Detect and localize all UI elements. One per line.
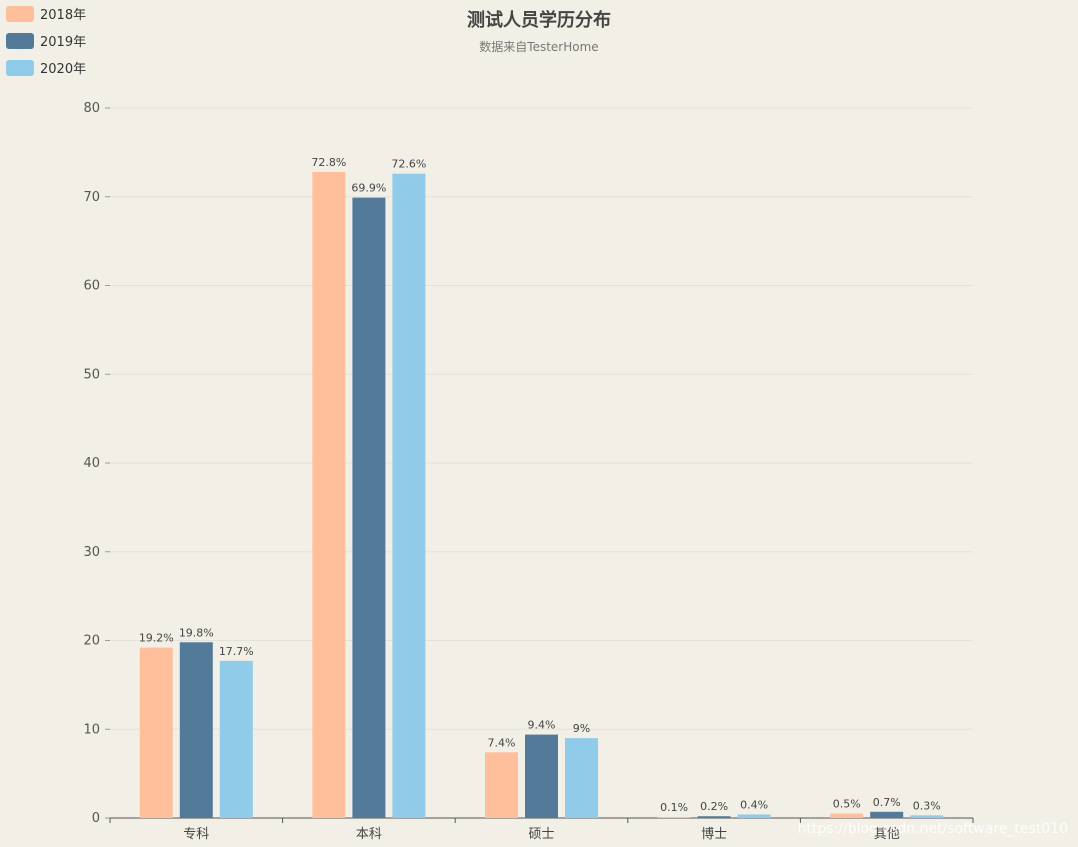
legend-item-2018[interactable]: 2018年 — [6, 4, 86, 23]
y-tick-label: 10 — [83, 722, 100, 737]
chart-subtitle: 数据来自TesterHome — [479, 40, 599, 54]
x-tick-label: 专科 — [183, 827, 209, 842]
bar — [737, 814, 771, 818]
data-label: 0.7% — [873, 796, 901, 809]
data-label: 0.3% — [913, 799, 941, 812]
y-tick-label: 60 — [83, 279, 100, 294]
bar — [312, 171, 346, 818]
data-label: 0.5% — [833, 798, 861, 811]
data-label: 0.2% — [700, 800, 728, 813]
data-label: 7.4% — [488, 736, 516, 749]
bar — [485, 752, 518, 818]
bar — [139, 647, 173, 818]
watermark: https://blog.csdn.net/software_test010 — [797, 821, 1068, 837]
x-tick-label: 本科 — [356, 827, 382, 842]
bar — [392, 173, 426, 819]
legend-item-2020[interactable]: 2020年 — [6, 58, 86, 77]
y-tick-label: 50 — [83, 367, 100, 382]
legend-swatch-2019 — [6, 32, 34, 49]
bar — [657, 817, 691, 818]
bar — [219, 660, 253, 818]
data-label: 0.4% — [740, 798, 768, 811]
bar — [352, 197, 386, 818]
y-tick-label: 0 — [92, 811, 100, 826]
legend-swatch-2018 — [6, 5, 34, 22]
x-tick-label: 博士 — [701, 827, 727, 842]
data-label: 19.2% — [139, 632, 174, 645]
bar — [910, 815, 944, 818]
legend-label-2018: 2018年 — [40, 8, 87, 23]
data-label: 9.4% — [528, 719, 556, 732]
data-label: 9% — [573, 722, 590, 735]
data-label: 72.8% — [311, 156, 346, 169]
bar — [697, 816, 731, 818]
bar — [565, 738, 598, 818]
legend-label-2019: 2019年 — [40, 35, 87, 50]
y-tick-label: 20 — [83, 634, 100, 649]
legend-swatch-2020 — [6, 59, 34, 76]
legend-item-2019[interactable]: 2019年 — [6, 31, 86, 50]
data-label: 19.8% — [179, 626, 214, 639]
data-label: 72.6% — [391, 158, 426, 171]
bar — [870, 811, 904, 818]
chart-legend: 2018年 2019年 2020年 — [6, 4, 86, 77]
y-tick-label: 70 — [83, 190, 100, 205]
x-tick-label: 硕士 — [528, 827, 554, 842]
chart-title: 测试人员学历分布 — [467, 10, 611, 31]
bar — [525, 734, 558, 818]
data-label: 17.7% — [219, 645, 254, 658]
data-label: 69.9% — [351, 182, 386, 195]
y-tick-label: 40 — [83, 456, 100, 471]
data-label: 0.1% — [660, 801, 688, 814]
legend-label-2020: 2020年 — [40, 62, 87, 77]
x-tick-label: 其他 — [874, 827, 900, 842]
y-tick-label: 80 — [83, 101, 100, 116]
bar — [179, 642, 213, 818]
bar — [830, 813, 864, 818]
y-tick-label: 30 — [83, 545, 100, 560]
